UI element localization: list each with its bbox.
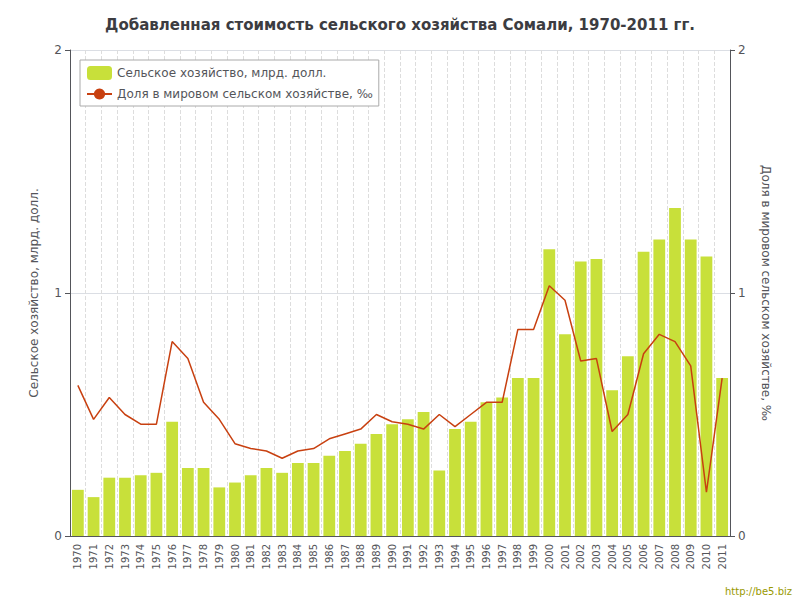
svg-text:1996: 1996: [481, 544, 492, 569]
svg-text:0: 0: [54, 529, 62, 543]
svg-text:2004: 2004: [607, 544, 618, 569]
svg-text:1: 1: [54, 286, 62, 300]
svg-text:1986: 1986: [324, 544, 335, 569]
svg-text:1971: 1971: [88, 544, 99, 569]
svg-text:2: 2: [738, 43, 746, 57]
svg-text:2: 2: [54, 43, 62, 57]
svg-text:2010: 2010: [701, 544, 712, 569]
svg-text:1995: 1995: [465, 544, 476, 569]
svg-text:1999: 1999: [528, 544, 539, 569]
svg-text:1983: 1983: [277, 544, 288, 569]
svg-text:1985: 1985: [308, 544, 319, 569]
svg-text:1981: 1981: [245, 544, 256, 569]
svg-text:1980: 1980: [230, 544, 241, 569]
svg-text:1979: 1979: [214, 544, 225, 569]
svg-text:1998: 1998: [512, 544, 523, 569]
svg-text:2005: 2005: [622, 544, 633, 569]
svg-text:Сельское хозяйство, млрд. долл: Сельское хозяйство, млрд. долл.: [117, 66, 326, 80]
svg-text:2002: 2002: [575, 544, 586, 569]
svg-text:2007: 2007: [654, 544, 665, 569]
svg-text:1970: 1970: [72, 544, 83, 569]
svg-text:1974: 1974: [135, 544, 146, 569]
svg-text:1989: 1989: [371, 544, 382, 569]
svg-text:2011: 2011: [717, 544, 728, 569]
svg-text:2006: 2006: [638, 544, 649, 569]
svg-text:Добавленная стоимость сельског: Добавленная стоимость сельского хозяйств…: [105, 16, 695, 34]
svg-text:1: 1: [738, 286, 746, 300]
svg-text:2001: 2001: [560, 544, 571, 569]
svg-text:Доля в мировом сельском хозяйс: Доля в мировом сельском хозяйстве, ‰: [117, 87, 373, 101]
svg-text:1972: 1972: [104, 544, 115, 569]
svg-text:1993: 1993: [434, 544, 445, 569]
svg-text:1976: 1976: [167, 544, 178, 569]
svg-text:2003: 2003: [591, 544, 602, 569]
svg-text:1973: 1973: [120, 544, 131, 569]
svg-text:1978: 1978: [198, 544, 209, 569]
svg-text:0: 0: [738, 529, 746, 543]
svg-text:1987: 1987: [340, 544, 351, 569]
svg-text:1990: 1990: [387, 544, 398, 569]
svg-text:1984: 1984: [292, 544, 303, 569]
svg-text:1992: 1992: [418, 544, 429, 569]
svg-text:2000: 2000: [544, 544, 555, 569]
svg-text:1991: 1991: [402, 544, 413, 569]
svg-text:Сельское хозяйство, млрд. долл: Сельское хозяйство, млрд. долл.: [27, 188, 41, 397]
svg-text:1975: 1975: [151, 544, 162, 569]
svg-text:1988: 1988: [355, 544, 366, 569]
svg-text:http://be5.biz: http://be5.biz: [725, 586, 792, 597]
svg-text:1977: 1977: [182, 544, 193, 569]
svg-text:2009: 2009: [685, 544, 696, 569]
svg-text:Доля в мировом сельском хозяйс: Доля в мировом сельском хозяйстве, ‰: [759, 165, 773, 421]
svg-text:1982: 1982: [261, 544, 272, 569]
svg-text:1997: 1997: [497, 544, 508, 569]
svg-text:2008: 2008: [670, 544, 681, 569]
svg-text:1994: 1994: [450, 544, 461, 569]
